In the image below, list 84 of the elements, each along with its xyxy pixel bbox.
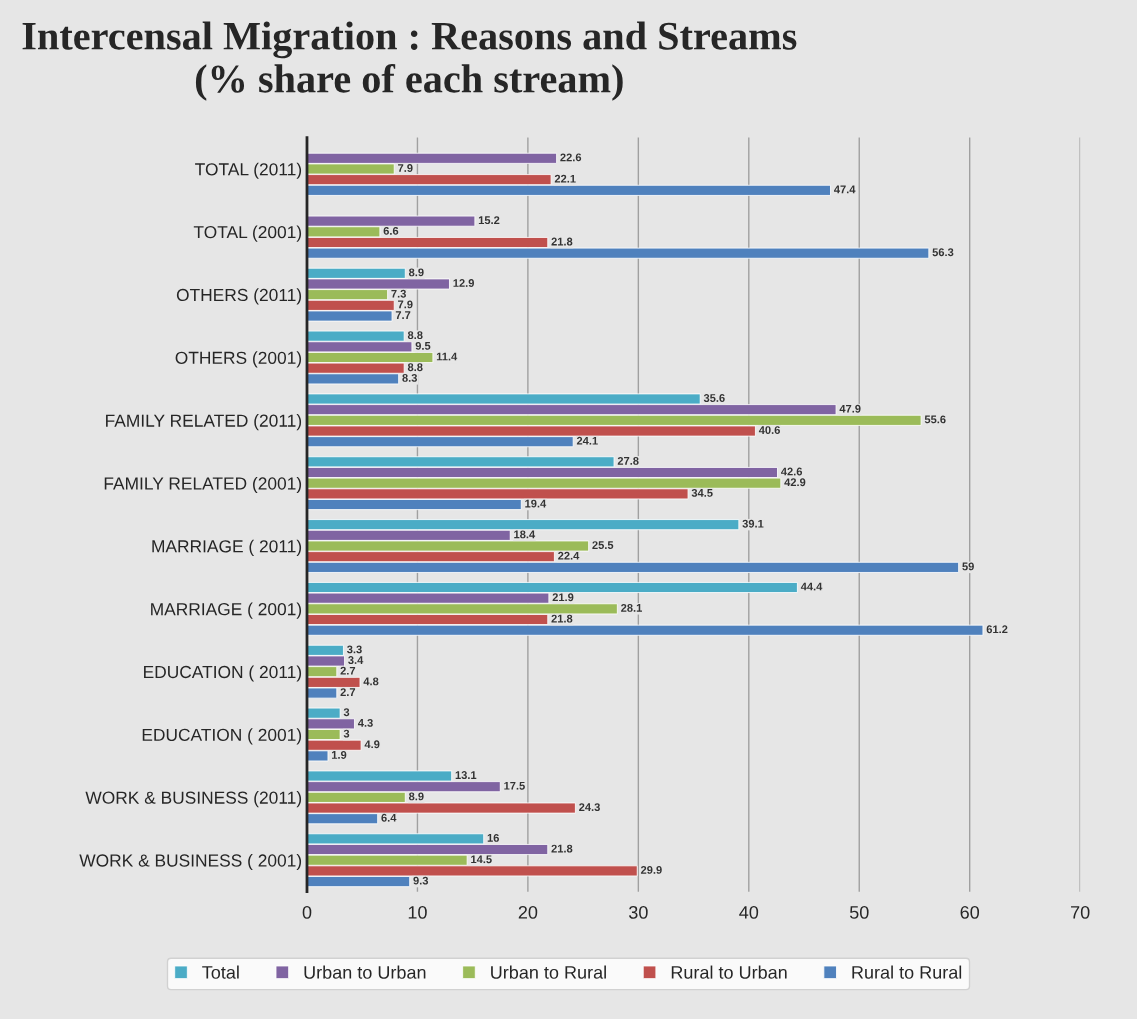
data-label: 1.9 bbox=[331, 751, 347, 759]
data-label: 22.4 bbox=[558, 551, 580, 560]
data-label: 8.8 bbox=[407, 363, 423, 372]
data-label: 17.5 bbox=[504, 781, 525, 790]
x-tick-label: 40 bbox=[739, 905, 759, 919]
data-label: 11.4 bbox=[436, 352, 458, 361]
data-label: 19.4 bbox=[525, 499, 547, 508]
data-label: 7.9 bbox=[398, 164, 413, 172]
data-label: 47.9 bbox=[839, 404, 861, 413]
data-label: 12.9 bbox=[453, 279, 474, 287]
data-label: 56.3 bbox=[932, 248, 954, 257]
y-tick-label: WORK & BUSINESS ( 2001) bbox=[79, 853, 302, 871]
data-label: 24.3 bbox=[579, 803, 600, 812]
data-label: 42.6 bbox=[781, 467, 803, 476]
x-tick-label: 20 bbox=[518, 905, 538, 919]
x-tick-label: 0 bbox=[302, 905, 312, 919]
legend-label: Rural to Urban bbox=[671, 965, 787, 979]
data-label: 21.9 bbox=[552, 593, 574, 602]
data-label: 21.8 bbox=[551, 614, 573, 623]
data-label: 2.7 bbox=[340, 688, 356, 696]
data-label: 3.4 bbox=[348, 656, 364, 665]
data-label: 14.5 bbox=[471, 855, 492, 864]
y-tick-label: FAMILY RELATED (2001) bbox=[104, 476, 302, 494]
y-tick-label: EDUCATION ( 2001) bbox=[142, 728, 302, 745]
data-label: 40.6 bbox=[758, 426, 780, 434]
data-label: 35.6 bbox=[703, 394, 725, 402]
x-tick-label: 50 bbox=[849, 905, 869, 919]
y-tick-label: WORK & BUSINESS (2011) bbox=[85, 791, 302, 808]
y-tick-label: MARRIAGE ( 2001) bbox=[151, 602, 302, 619]
data-label: 6.6 bbox=[383, 226, 399, 235]
data-label: 7.7 bbox=[395, 311, 411, 319]
data-label: 34.5 bbox=[691, 488, 713, 497]
y-tick-label: OTHERS (2011) bbox=[176, 288, 302, 305]
data-label: 21.8 bbox=[551, 237, 573, 246]
data-label: 9.3 bbox=[413, 876, 429, 885]
y-tick-label: OTHERS (2001) bbox=[175, 351, 302, 368]
data-label: 16 bbox=[487, 833, 499, 842]
data-label: 3 bbox=[343, 708, 350, 717]
legend-label: Total bbox=[202, 965, 239, 979]
y-tick-label: FAMILY RELATED (2011) bbox=[106, 414, 302, 431]
data-label: 28.1 bbox=[621, 603, 642, 612]
y-tick-label: TOTAL (2011) bbox=[195, 162, 302, 179]
data-label: 3.3 bbox=[347, 645, 362, 654]
data-label: 3 bbox=[343, 729, 350, 738]
y-tick-label: TOTAL (2001) bbox=[193, 225, 302, 242]
data-label: 8.8 bbox=[407, 331, 423, 340]
legend-label: Rural to Rural bbox=[852, 965, 962, 979]
data-label: 8.9 bbox=[408, 268, 424, 277]
data-label: 39.1 bbox=[742, 519, 764, 528]
data-label: 4.9 bbox=[364, 740, 380, 749]
data-label: 59 bbox=[962, 562, 974, 571]
data-label: 8.3 bbox=[402, 373, 418, 382]
data-label: 6.4 bbox=[381, 813, 397, 822]
data-label: 25.5 bbox=[592, 541, 614, 549]
data-label: 21.8 bbox=[551, 844, 573, 853]
chart-title: Intercensal Migration : Reasons and Streams (% share of each stream) bbox=[22, 21, 797, 101]
data-label: 55.6 bbox=[924, 415, 946, 424]
x-tick-label: 10 bbox=[408, 905, 427, 919]
data-label: 47.4 bbox=[834, 185, 856, 194]
y-tick-label: EDUCATION ( 2011) bbox=[144, 665, 302, 682]
data-label: 9.5 bbox=[415, 341, 431, 350]
data-label: 22.1 bbox=[554, 174, 576, 183]
data-label: 4.8 bbox=[363, 677, 379, 686]
data-label: 15.2 bbox=[478, 216, 500, 225]
x-tick-label: 60 bbox=[960, 905, 980, 919]
data-label: 44.4 bbox=[800, 582, 823, 591]
data-label: 7.3 bbox=[391, 289, 406, 298]
x-tick-label: 70 bbox=[1071, 905, 1090, 919]
legend-label: Urban to Urban bbox=[304, 965, 426, 979]
data-label: 7.9 bbox=[398, 300, 413, 309]
data-label: 22.6 bbox=[560, 153, 582, 162]
data-label: 61.2 bbox=[986, 625, 1008, 634]
data-label: 27.8 bbox=[617, 456, 639, 465]
data-label: 2.7 bbox=[340, 666, 356, 675]
data-label: 4.3 bbox=[357, 718, 373, 727]
data-label: 29.9 bbox=[640, 866, 662, 874]
data-label: 13.1 bbox=[455, 771, 477, 779]
data-label: 8.9 bbox=[408, 792, 424, 801]
x-tick-label: 30 bbox=[628, 905, 648, 919]
data-label: 18.4 bbox=[514, 530, 536, 539]
data-label: 24.1 bbox=[576, 436, 598, 445]
y-tick-label: MARRIAGE ( 2011) bbox=[152, 539, 302, 556]
data-label: 42.9 bbox=[784, 478, 806, 487]
legend-label: Urban to Rural bbox=[491, 965, 606, 979]
